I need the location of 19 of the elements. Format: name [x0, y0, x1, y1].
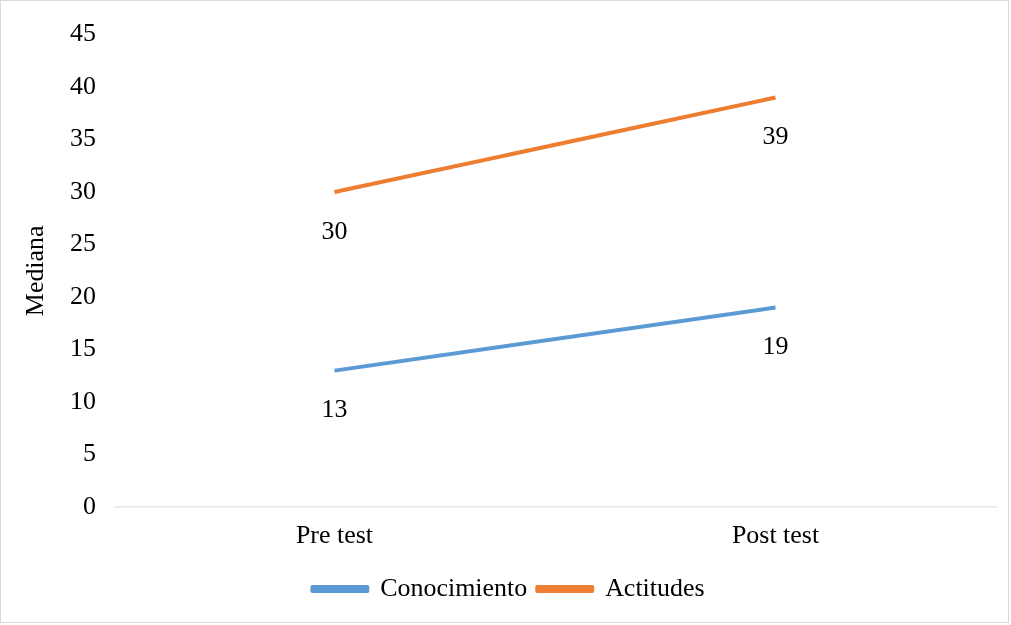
x-tick-label: Pre test [295, 520, 374, 550]
legend-label: Actitudes [605, 572, 705, 602]
data-label: 39 [762, 121, 789, 151]
y-tick-label: 45 [70, 18, 97, 48]
y-tick-label: 20 [70, 280, 97, 310]
y-tick-label: 10 [70, 385, 97, 415]
y-tick-label: 30 [70, 175, 97, 205]
data-label: 19 [762, 331, 789, 361]
legend-label: Conocimiento [380, 572, 528, 602]
data-label: 13 [321, 394, 348, 424]
y-axis-title: Mediana [20, 225, 50, 317]
y-tick-label: 5 [83, 438, 97, 468]
y-tick-label: 25 [70, 228, 97, 258]
x-tick-label: Post test [731, 520, 820, 550]
y-tick-label: 15 [70, 333, 97, 363]
y-tick-label: 0 [83, 490, 97, 520]
data-label: 30 [321, 215, 348, 245]
y-tick-label: 35 [70, 123, 97, 153]
y-tick-label: 40 [70, 70, 97, 100]
